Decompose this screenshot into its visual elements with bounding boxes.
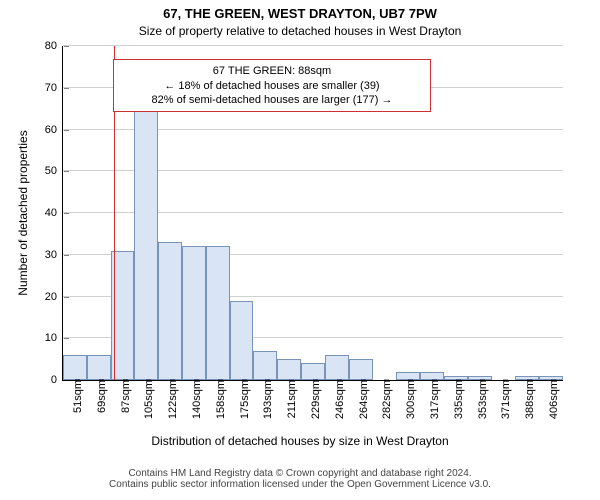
- annotation-line: ← 18% of detached houses are smaller (39…: [122, 79, 422, 93]
- annotation-box: 67 THE GREEN: 88sqm← 18% of detached hou…: [113, 59, 431, 112]
- x-tick: 300sqm: [399, 380, 417, 419]
- x-tick: 229sqm: [304, 380, 322, 419]
- x-tick: 69sqm: [90, 380, 108, 413]
- histogram-bar: [206, 246, 230, 380]
- x-tick: 317sqm: [423, 380, 441, 419]
- x-tick: 406sqm: [542, 380, 560, 419]
- x-tick: 158sqm: [209, 380, 227, 419]
- x-tick: 282sqm: [375, 380, 393, 419]
- footer-attribution: Contains HM Land Registry data © Crown c…: [0, 468, 600, 490]
- x-tick: 193sqm: [256, 380, 274, 419]
- x-axis-label: Distribution of detached houses by size …: [0, 434, 600, 448]
- x-tick: 175sqm: [233, 380, 251, 419]
- histogram-bar: [277, 359, 301, 380]
- x-tick: 122sqm: [161, 380, 179, 419]
- chart-canvas: 67, THE GREEN, WEST DRAYTON, UB7 7PW Siz…: [0, 0, 600, 500]
- histogram-bar: [301, 363, 325, 380]
- chart-title-sub: Size of property relative to detached ho…: [0, 24, 600, 38]
- y-tick: 70: [45, 82, 63, 94]
- histogram-bar: [63, 355, 87, 380]
- y-tick: 0: [51, 374, 63, 386]
- histogram-bar: [134, 100, 158, 380]
- y-tick: 40: [45, 207, 63, 219]
- gridline: [63, 45, 563, 46]
- x-tick: 246sqm: [328, 380, 346, 419]
- x-tick: 335sqm: [447, 380, 465, 419]
- x-tick: 105sqm: [137, 380, 155, 419]
- x-tick: 353sqm: [471, 380, 489, 419]
- x-tick: 87sqm: [114, 380, 132, 413]
- histogram-bar: [158, 242, 182, 380]
- x-tick: 51sqm: [66, 380, 84, 413]
- x-tick: 140sqm: [185, 380, 203, 419]
- y-tick: 20: [45, 291, 63, 303]
- y-tick: 10: [45, 332, 63, 344]
- y-tick: 30: [45, 249, 63, 261]
- histogram-bar: [87, 355, 111, 380]
- y-tick: 60: [45, 124, 63, 136]
- x-tick: 211sqm: [280, 380, 298, 418]
- histogram-bar: [230, 301, 254, 380]
- y-axis-label: Number of detached properties: [16, 46, 30, 380]
- histogram-bar: [253, 351, 277, 380]
- y-tick: 50: [45, 165, 63, 177]
- annotation-line: 82% of semi-detached houses are larger (…: [122, 93, 422, 107]
- x-tick: 388sqm: [518, 380, 536, 419]
- histogram-bar: [325, 355, 349, 380]
- x-tick: 264sqm: [352, 380, 370, 419]
- histogram-bar: [349, 359, 373, 380]
- plot-area: 0102030405060708051sqm69sqm87sqm105sqm12…: [62, 46, 563, 381]
- footer-line-1: Contains HM Land Registry data © Crown c…: [0, 468, 600, 479]
- chart-title-main: 67, THE GREEN, WEST DRAYTON, UB7 7PW: [0, 6, 600, 21]
- histogram-bar: [182, 246, 206, 380]
- y-tick: 80: [45, 40, 63, 52]
- x-tick: 371sqm: [494, 380, 512, 419]
- footer-line-2: Contains public sector information licen…: [0, 479, 600, 490]
- annotation-line: 67 THE GREEN: 88sqm: [122, 64, 422, 78]
